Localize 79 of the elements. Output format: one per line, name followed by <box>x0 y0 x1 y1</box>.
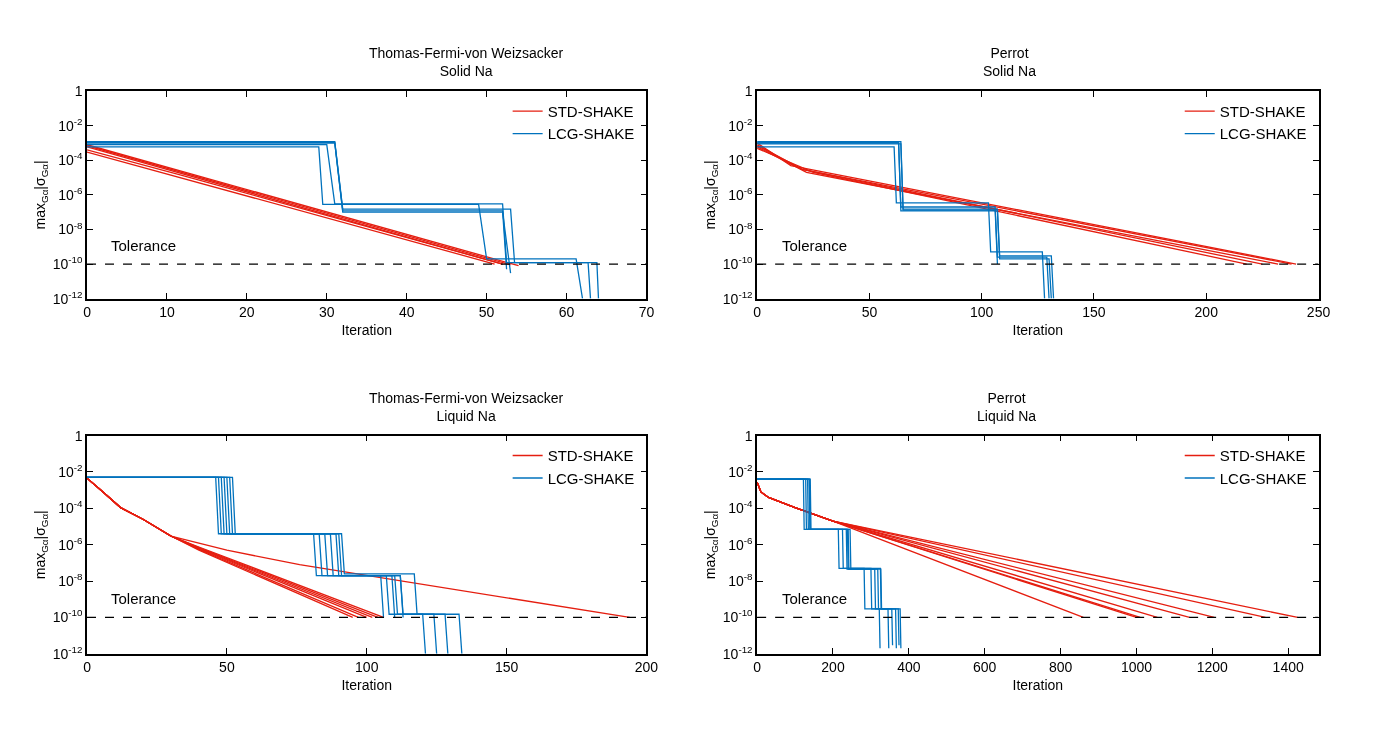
y-tick-label: 1 <box>744 83 753 100</box>
y-tick-label: 1 <box>74 83 83 100</box>
y-tick-label: 10$^{-4}$ <box>58 498 84 517</box>
y-tick-label: 10$^{-6}$ <box>58 184 84 203</box>
y-tick-label: 10$^{-6}$ <box>58 534 84 553</box>
x-axis-title: Iteration <box>341 321 393 338</box>
chart-title: Perrot <box>987 390 1026 406</box>
x-tick-label: 150 <box>1082 304 1106 321</box>
chart-subtitle: Liquid Na <box>436 408 496 425</box>
y-tick-label: 10$^{-10}$ <box>722 607 754 626</box>
chart-subtitle: Solid Na <box>983 63 1037 80</box>
x-tick-label: 60 <box>558 304 575 321</box>
ref-line-label: Tolerance <box>111 590 177 607</box>
y-tick-label: 10$^{-10}$ <box>52 254 84 272</box>
y-tick-label: 10$^{-8}$ <box>728 571 754 589</box>
x-tick-label: 1200 <box>1196 659 1229 676</box>
y-tick-label: 1 <box>744 427 753 444</box>
y-tick-label: 10$^{-2}$ <box>58 115 83 134</box>
x-tick-label: 400 <box>897 659 921 676</box>
x-axis-title: Iteration <box>1012 677 1064 694</box>
y-tick-label: 10$^{-12}$ <box>722 643 753 662</box>
y-tick-label: 10$^{-12}$ <box>52 643 83 662</box>
y-tick-label: 10$^{-12}$ <box>52 288 83 307</box>
x-tick-label: 50 <box>861 304 878 321</box>
chart-title: Thomas-Fermi-von Weizsacker <box>369 390 564 406</box>
legend-label: LCG-SHAKE <box>547 469 635 487</box>
y-tick-label: 10$^{-10}$ <box>52 607 84 626</box>
chart-title: Perrot <box>990 45 1029 61</box>
y-tick-label: 10$^{-10}$ <box>722 254 754 272</box>
x-tick-label: 200 <box>634 659 659 676</box>
x-tick-label: 40 <box>398 304 415 321</box>
x-tick-label: 100 <box>355 659 379 676</box>
x-axis-title: Iteration <box>341 677 393 694</box>
y-tick-label: 10$^{-6}$ <box>728 184 754 203</box>
legend-label: LCG-SHAKE <box>547 125 635 143</box>
x-tick-label: 20 <box>239 304 255 321</box>
legend-label: STD-SHAKE <box>547 102 634 120</box>
x-tick-label: 150 <box>494 659 519 676</box>
y-tick-label: 10$^{-2}$ <box>728 462 753 480</box>
x-tick-label: 600 <box>973 659 997 676</box>
x-tick-label: 100 <box>970 304 994 321</box>
x-tick-label: 0 <box>83 659 92 676</box>
y-tick-label: 10$^{-8}$ <box>728 219 754 238</box>
y-tick-label: 10$^{-4}$ <box>728 498 754 517</box>
legend-label: STD-SHAKE <box>547 447 634 465</box>
y-tick-label: 10$^{-8}$ <box>58 571 84 589</box>
y-tick-label: 10$^{-4}$ <box>728 150 754 169</box>
chart-subtitle: Solid Na <box>439 63 493 80</box>
y-tick-label: 10$^{-6}$ <box>728 534 754 553</box>
chart-title: Thomas-Fermi-von Weizsacker <box>369 45 564 61</box>
x-tick-label: 70 <box>638 304 655 321</box>
x-tick-label: 200 <box>1194 304 1219 321</box>
x-tick-label: 1400 <box>1272 659 1304 676</box>
x-tick-label: 0 <box>83 304 92 321</box>
ref-line-label: Tolerance <box>111 237 177 254</box>
ref-line-label: Tolerance <box>782 237 848 254</box>
x-tick-label: 30 <box>318 304 335 321</box>
x-axis-title: Iteration <box>1012 321 1064 338</box>
legend-label: STD-SHAKE <box>1219 102 1306 120</box>
y-tick-label: 10$^{-8}$ <box>58 219 84 238</box>
ref-line-label: Tolerance <box>782 590 848 607</box>
y-tick-label: 1 <box>74 427 83 444</box>
y-tick-label: 10$^{-4}$ <box>58 150 84 169</box>
x-tick-label: 250 <box>1306 304 1331 321</box>
y-tick-label: 10$^{-12}$ <box>722 288 753 307</box>
chart-subtitle: Liquid Na <box>977 408 1037 425</box>
y-tick-label: 10$^{-2}$ <box>728 115 753 134</box>
y-tick-label: 10$^{-2}$ <box>58 462 83 480</box>
x-tick-label: 10 <box>159 304 175 321</box>
x-tick-label: 800 <box>1048 659 1073 676</box>
x-tick-label: 0 <box>753 304 762 321</box>
legend-label: LCG-SHAKE <box>1219 125 1307 143</box>
legend-label: LCG-SHAKE <box>1219 469 1307 487</box>
legend-label: STD-SHAKE <box>1219 447 1306 465</box>
x-tick-label: 200 <box>821 659 845 676</box>
x-tick-label: 1000 <box>1120 659 1153 676</box>
x-tick-label: 50 <box>219 659 235 676</box>
x-tick-label: 0 <box>753 659 762 676</box>
x-tick-label: 50 <box>478 304 495 321</box>
